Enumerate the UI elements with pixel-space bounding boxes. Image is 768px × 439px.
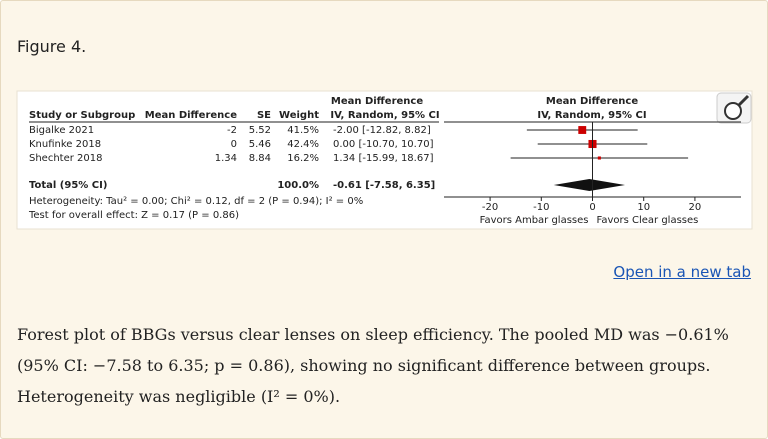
x-tick-label: 10 bbox=[637, 202, 650, 213]
se: 5.46 bbox=[249, 139, 271, 150]
x-tick-label: 0 bbox=[589, 202, 595, 213]
header: Mean Difference bbox=[331, 96, 423, 107]
weight: 16.2% bbox=[287, 153, 319, 164]
overall-effect: Test for overall effect: Z = 0.17 (P = 0… bbox=[28, 210, 239, 221]
header: Mean Difference bbox=[145, 110, 237, 121]
figure-title: Figure 4. bbox=[17, 37, 87, 56]
mean-difference: 1.34 bbox=[215, 153, 237, 164]
header: Mean Difference bbox=[546, 96, 638, 107]
mean-difference: -2 bbox=[227, 125, 237, 136]
header: IV, Random, 95% CI bbox=[330, 110, 439, 121]
total-ci: -0.61 [-7.58, 6.35] bbox=[333, 180, 435, 191]
ci-label: -2.00 [-12.82, 8.82] bbox=[333, 125, 431, 136]
total-weight: 100.0% bbox=[277, 180, 319, 191]
ci-label: 0.00 [-10.70, 10.70] bbox=[333, 139, 434, 150]
total-label: Total (95% CI) bbox=[29, 180, 107, 191]
study-square bbox=[578, 126, 587, 134]
weight: 42.4% bbox=[287, 139, 319, 150]
zoom-icon[interactable] bbox=[716, 92, 752, 124]
heterogeneity: Heterogeneity: Tau² = 0.00; Chi² = 0.12,… bbox=[29, 196, 363, 207]
study-square bbox=[597, 156, 601, 160]
study-name: Knufinke 2018 bbox=[29, 139, 101, 150]
header: Weight bbox=[279, 110, 319, 121]
x-tick-label: 20 bbox=[689, 202, 702, 213]
header: Study or Subgroup bbox=[29, 110, 135, 121]
se: 5.52 bbox=[249, 125, 271, 136]
study-name: Shechter 2018 bbox=[29, 153, 103, 164]
se: 8.84 bbox=[249, 153, 271, 164]
header: IV, Random, 95% CI bbox=[537, 110, 646, 121]
favors-right: Favors Clear glasses bbox=[597, 215, 699, 226]
pooled-diamond bbox=[553, 179, 626, 191]
x-tick-label: -20 bbox=[482, 202, 498, 213]
weight: 41.5% bbox=[287, 125, 319, 136]
forest-plot: Study or Subgroup Mean Difference SE Weight… bbox=[16, 90, 753, 230]
favors-left: Favors Ambar glasses bbox=[480, 215, 589, 226]
ci-label: 1.34 [-15.99, 18.67] bbox=[333, 153, 434, 164]
x-tick-label: -10 bbox=[533, 202, 549, 213]
study-name: Bigalke 2021 bbox=[29, 125, 94, 136]
mean-difference: 0 bbox=[231, 139, 237, 150]
open-link[interactable]: Open in a new tab bbox=[613, 263, 751, 281]
caption: Forest plot of BBGs versus clear lenses … bbox=[17, 325, 729, 406]
figure-frame bbox=[16, 90, 753, 230]
header: SE bbox=[257, 110, 271, 121]
